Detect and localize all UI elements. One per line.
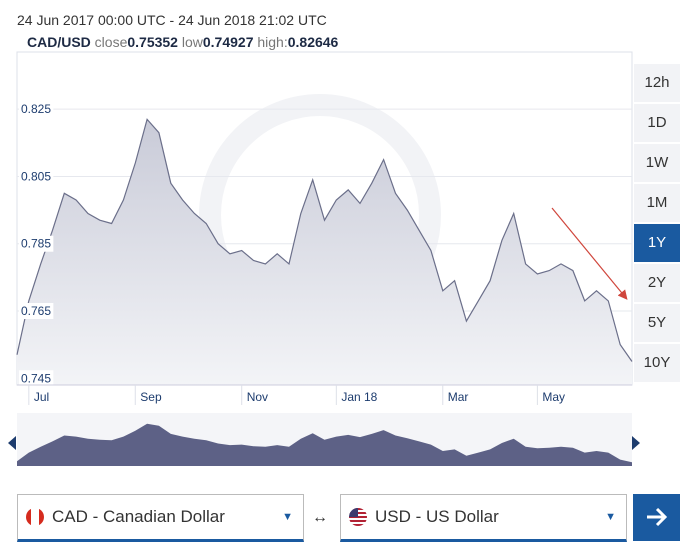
low-label: low [181,34,203,50]
range-button[interactable]: 1Y [634,224,680,264]
y-tick-bg [19,101,54,118]
high-value: 0.82646 [287,34,339,50]
area [17,119,632,386]
swap-icon[interactable]: ↔ [312,509,328,526]
low-value: 0.74927 [202,34,254,50]
convert-icon [647,507,668,527]
range-button[interactable]: 10Y [634,344,680,384]
y-tick-bg [19,235,54,252]
x-tick-label: Nov [247,390,268,404]
to-currency-select[interactable]: USD - US Dollar ▼ [340,494,627,542]
x-tick-label: Jan 18 [341,390,377,404]
annotation-arrow [551,207,628,300]
x-tick-label: May [542,390,565,404]
range-button[interactable]: 1W [634,144,680,184]
flag-ca [26,508,44,526]
caret: ▼ [282,511,293,523]
to-currency: USD - US Dollar [375,507,499,526]
range-button[interactable]: 2Y [634,264,680,304]
x-tick-label: Sep [140,390,162,404]
header: 24 Jun 2017 00:00 UTC - 24 Jun 2018 21:0… [17,9,347,53]
range-button[interactable]: 1D [634,104,680,144]
y-tick-bg [19,370,54,387]
range-button[interactable]: 12h [634,64,680,104]
range-button[interactable]: 5Y [634,304,680,344]
y-tick-label: 0.785 [21,237,51,251]
x-axis-band [17,385,632,407]
y-tick-label: 0.765 [21,304,51,318]
from-currency-select[interactable]: CAD - Canadian Dollar ▼ [17,494,304,542]
from-currency: CAD - Canadian Dollar [52,507,225,526]
y-tick-label: 0.805 [21,169,51,183]
close-label: close [94,34,128,50]
pair: CAD/USD [27,34,91,50]
line [16,118,633,362]
date-range: 24 Jun 2017 00:00 UTC - 24 Jun 2018 21:0… [17,12,327,28]
close-value: 0.75352 [127,34,178,50]
y-tick-bg [19,168,54,185]
high-label: high: [257,34,288,50]
range-button[interactable]: 1M [634,184,680,224]
navigator-area [17,423,632,466]
x-tick-label: Mar [448,390,469,404]
flag-us [349,508,367,526]
y-tick-label: 0.825 [21,102,51,116]
x-tick-label: Jul [34,390,49,404]
caret: ▼ [605,511,616,523]
y-tick-label: 0.745 [21,371,51,385]
y-tick-bg [19,303,54,319]
